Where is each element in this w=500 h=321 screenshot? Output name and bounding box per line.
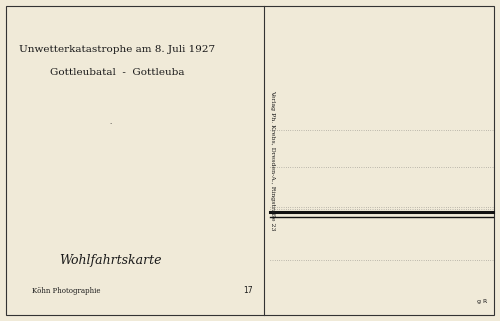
Text: Unwetterkatastrophe am 8. Juli 1927: Unwetterkatastrophe am 8. Juli 1927 bbox=[20, 45, 216, 54]
Text: 17: 17 bbox=[244, 286, 254, 295]
Text: Gottleubatal  -  Gottleuba: Gottleubatal - Gottleuba bbox=[50, 68, 185, 77]
Text: Wohlfahrtskarte: Wohlfahrtskarte bbox=[59, 254, 161, 266]
Text: Köhn Photographie: Köhn Photographie bbox=[32, 287, 101, 294]
Text: .: . bbox=[109, 119, 111, 125]
Text: g R: g R bbox=[477, 299, 488, 304]
Text: Verlag Ph. Krebs, Dresden-A., Ringstraße 23: Verlag Ph. Krebs, Dresden-A., Ringstraße… bbox=[270, 90, 275, 231]
